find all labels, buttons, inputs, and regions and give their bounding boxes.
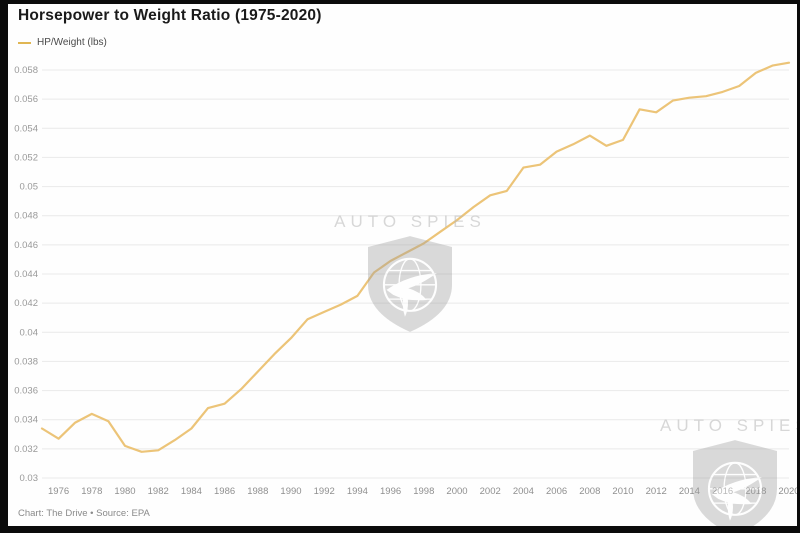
x-tick-label: 1984 (181, 486, 202, 497)
y-tick-label: 0.044 (14, 269, 38, 280)
x-tick-label: 2020 (778, 486, 797, 497)
y-tick-label: 0.03 (20, 473, 39, 484)
x-tick-label: 2006 (546, 486, 567, 497)
y-tick-label: 0.042 (14, 298, 38, 309)
x-tick-label: 1980 (114, 486, 135, 497)
chart-page: Horsepower to Weight Ratio (1975-2020) H… (8, 4, 797, 526)
y-tick-label: 0.05 (20, 182, 39, 193)
y-tick-label: 0.038 (14, 356, 38, 367)
x-tick-label: 1990 (280, 486, 301, 497)
x-tick-label: 2004 (513, 486, 534, 497)
x-tick-label: 1978 (81, 486, 102, 497)
y-tick-label: 0.048 (14, 211, 38, 222)
y-tick-label: 0.046 (14, 240, 38, 251)
y-tick-label: 0.04 (20, 327, 39, 338)
x-tick-label: 2002 (480, 486, 501, 497)
y-tick-label: 0.056 (14, 94, 38, 105)
x-tick-label: 2010 (612, 486, 633, 497)
x-tick-label: 2000 (446, 486, 467, 497)
x-tick-label: 1986 (214, 486, 235, 497)
x-tick-label: 1976 (48, 486, 69, 497)
x-tick-label: 1994 (347, 486, 368, 497)
y-tick-label: 0.032 (14, 444, 38, 455)
x-tick-label: 2014 (679, 486, 700, 497)
x-tick-label: 1996 (380, 486, 401, 497)
x-tick-label: 1988 (247, 486, 268, 497)
y-tick-label: 0.058 (14, 65, 38, 76)
x-tick-label: 2008 (579, 486, 600, 497)
x-tick-label: 2018 (745, 486, 766, 497)
y-tick-label: 0.036 (14, 386, 38, 397)
legend-line-swatch (18, 41, 31, 44)
x-tick-label: 2016 (712, 486, 733, 497)
legend: HP/Weight (lbs) (18, 37, 107, 48)
chart-title: Horsepower to Weight Ratio (1975-2020) (18, 7, 322, 24)
x-tick-label: 1992 (314, 486, 335, 497)
line-chart: 0.058 0.056 0.054 0.052 0.05 0.048 0.046 0.044 0… (14, 61, 797, 497)
y-tick-label: 0.034 (14, 415, 38, 426)
legend-label: HP/Weight (lbs) (37, 37, 107, 48)
hp-weight-series-line (40, 61, 791, 453)
x-tick-label: 1998 (413, 486, 434, 497)
x-tick-label: 1982 (148, 486, 169, 497)
x-tick-label: 2012 (646, 486, 667, 497)
y-tick-label: 0.052 (14, 152, 38, 163)
y-tick-label: 0.054 (14, 123, 38, 134)
chart-credit: Chart: The Drive • Source: EPA (18, 508, 150, 519)
